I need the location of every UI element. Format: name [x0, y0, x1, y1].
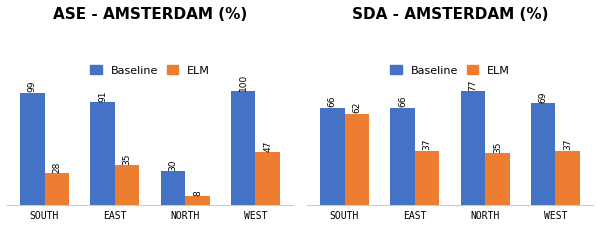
- Bar: [320, 108, 344, 205]
- Title: SDA - AMSTERDAM (%): SDA - AMSTERDAM (%): [352, 7, 548, 22]
- Text: 30: 30: [169, 159, 178, 170]
- Text: 35: 35: [493, 141, 502, 152]
- Bar: [390, 108, 415, 205]
- Text: 100: 100: [239, 74, 248, 91]
- Legend: Baseline, ELM: Baseline, ELM: [86, 62, 214, 80]
- Bar: [344, 114, 369, 205]
- Text: 91: 91: [98, 90, 107, 101]
- Text: 37: 37: [563, 138, 572, 149]
- Bar: [256, 152, 280, 205]
- Bar: [231, 92, 256, 205]
- Bar: [90, 102, 115, 205]
- Bar: [161, 171, 185, 205]
- Bar: [461, 92, 485, 205]
- Bar: [556, 151, 580, 205]
- Text: 35: 35: [122, 153, 131, 165]
- Text: 62: 62: [352, 101, 361, 113]
- Bar: [485, 154, 510, 205]
- Legend: Baseline, ELM: Baseline, ELM: [386, 62, 514, 80]
- Bar: [531, 104, 556, 205]
- Text: 28: 28: [52, 161, 61, 173]
- Title: ASE - AMSTERDAM (%): ASE - AMSTERDAM (%): [53, 7, 247, 22]
- Text: 37: 37: [422, 138, 431, 149]
- Text: 66: 66: [398, 95, 407, 107]
- Bar: [44, 174, 69, 205]
- Text: 77: 77: [469, 79, 478, 91]
- Bar: [415, 151, 439, 205]
- Bar: [20, 93, 44, 205]
- Text: 99: 99: [28, 81, 37, 92]
- Text: 66: 66: [328, 95, 337, 107]
- Bar: [185, 196, 210, 205]
- Text: 8: 8: [193, 189, 202, 195]
- Bar: [115, 166, 139, 205]
- Text: 69: 69: [539, 91, 548, 102]
- Text: 47: 47: [263, 140, 272, 151]
